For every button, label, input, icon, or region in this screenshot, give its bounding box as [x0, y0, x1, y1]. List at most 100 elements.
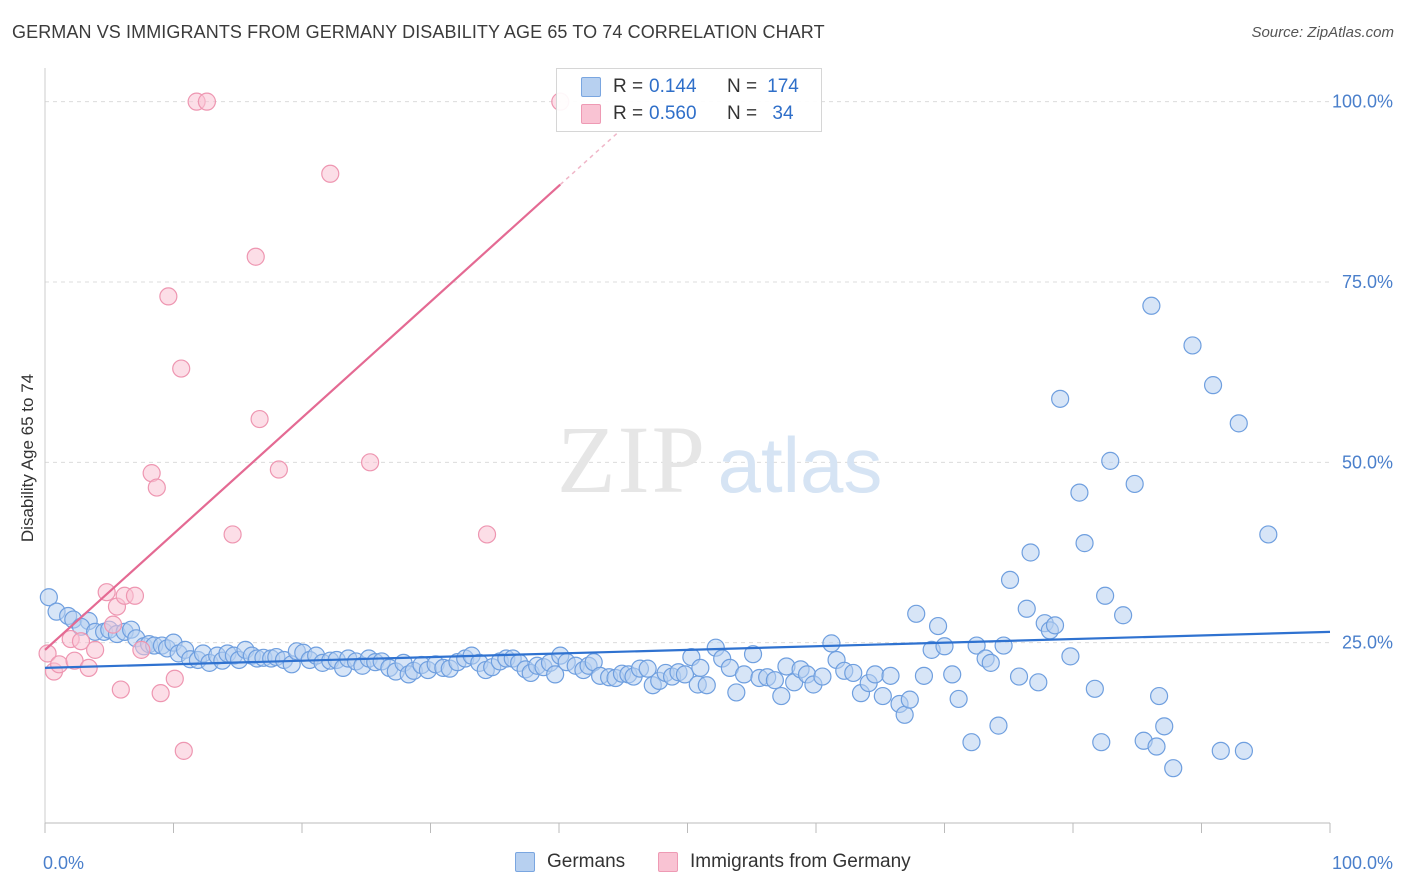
germans-point: [943, 665, 962, 684]
trend-lines: [44, 131, 1331, 670]
germans-point: [1101, 451, 1120, 470]
legend-swatch-germans: [581, 77, 601, 97]
axes: [44, 68, 1331, 833]
legend-item-germans: Germans: [515, 851, 625, 873]
germans-point: [1070, 483, 1089, 502]
legend-r-value: 0.144: [649, 76, 697, 97]
series-legend: Germans Immigrants from Germany: [0, 851, 1406, 877]
immigrants-point: [250, 409, 269, 429]
germans-point: [1096, 586, 1115, 605]
germans-point: [914, 666, 934, 685]
immigrants-point: [159, 287, 178, 306]
germans-point: [734, 665, 754, 684]
immigrants-point: [147, 478, 166, 497]
germans-point: [1155, 717, 1174, 736]
immigrants-point: [321, 164, 340, 183]
germans-point: [39, 588, 58, 607]
y-tick-label: 25.0%: [1342, 633, 1393, 653]
legend-r-label: R =: [613, 76, 644, 97]
watermark-atlas: atlas: [718, 421, 883, 509]
legend-n-label: N =: [727, 76, 758, 97]
watermark-zip: ZIP: [557, 406, 707, 513]
gridlines: [45, 101, 1330, 644]
germans-point: [873, 686, 892, 706]
germans-point: [1211, 741, 1230, 760]
y-tick-label: 100.0%: [1332, 92, 1393, 112]
y-axis-label: Disability Age 65 to 74: [18, 373, 37, 543]
immigrants-point: [132, 640, 151, 659]
germans-point: [895, 705, 914, 724]
germans-point: [697, 676, 716, 695]
germans-point: [1142, 296, 1161, 315]
tick-labels: 25.0% 50.0% 75.0% 100.0% 0.0% 100.0%: [43, 92, 1393, 873]
legend-r-label: R =: [613, 103, 644, 124]
germans-point: [1114, 606, 1133, 625]
legend-item-immigrants: Immigrants from Germany: [658, 851, 911, 873]
legend-n-value: 174: [767, 76, 799, 97]
germans-point: [1085, 679, 1104, 698]
immigrants-point: [125, 586, 145, 605]
germans-point: [546, 665, 565, 684]
germans-point: [1029, 673, 1048, 692]
germans-point: [907, 604, 926, 623]
immigrants-point: [223, 525, 242, 544]
germans-point: [727, 683, 746, 702]
correlation-legend: R = 0.144 N = 174 R = 0.560 N = 34: [556, 68, 822, 132]
germans-point: [765, 671, 784, 690]
legend-label-germans: Germans: [547, 851, 626, 872]
germans-point: [1075, 534, 1094, 553]
immigrants-point: [172, 359, 191, 378]
y-tick-label: 50.0%: [1342, 452, 1393, 472]
y-tick-label: 75.0%: [1342, 272, 1393, 292]
immigrants-point: [104, 615, 123, 634]
germans-point: [994, 636, 1013, 655]
germans-point: [691, 658, 710, 678]
germans-point: [1147, 737, 1166, 756]
immigrants-point: [151, 684, 170, 703]
source-label: Source: ZipAtlas.com: [1251, 24, 1394, 41]
germans-point: [900, 690, 919, 709]
germans-point: [1234, 741, 1254, 760]
legend-swatch-germans: [515, 852, 535, 872]
germans-point: [1125, 474, 1144, 494]
germans-point: [935, 637, 954, 656]
x-tick-label: 100.0%: [1332, 853, 1393, 873]
legend-swatch-immigrants: [581, 104, 601, 124]
immigrants-point: [65, 651, 84, 670]
immigrants-point: [111, 680, 130, 699]
immigrants-trend-line: [44, 183, 562, 651]
germans-point: [1061, 647, 1080, 666]
immigrants-point: [477, 525, 497, 544]
immigrants-point: [361, 453, 380, 472]
germans-trend-line: [44, 630, 1331, 670]
immigrants-point: [38, 644, 57, 663]
legend-n-label: N =: [727, 103, 758, 124]
legend-row-immigrants: R = 0.560 N = 34: [581, 101, 803, 127]
legend-label-immigrants: Immigrants from Germany: [690, 851, 911, 872]
immigrants-point: [246, 247, 265, 266]
germans-point: [822, 634, 841, 653]
germans-point: [1009, 667, 1029, 686]
germans-point: [1229, 414, 1248, 433]
germans-point: [675, 665, 695, 684]
legend-r-value: 0.560: [649, 103, 697, 124]
legend-row-germans: R = 0.144 N = 174: [581, 74, 803, 100]
germans-point: [866, 665, 885, 684]
germans-point: [1164, 759, 1183, 778]
germans-point: [881, 666, 900, 685]
legend-n-value: 34: [772, 103, 794, 124]
germans-point: [844, 663, 863, 683]
germans-point: [1149, 686, 1169, 706]
germans-point: [962, 733, 981, 752]
germans-point: [813, 667, 832, 686]
immigrants-point: [165, 669, 184, 688]
germans-point: [1017, 599, 1036, 618]
germans-point: [1203, 376, 1223, 395]
germans-point: [1021, 543, 1040, 562]
immigrants-point: [97, 583, 116, 602]
germans-point: [1183, 336, 1202, 355]
watermark: ZIP atlas: [557, 406, 882, 513]
immigrants-point: [71, 632, 91, 651]
immigrants-point: [50, 655, 69, 674]
